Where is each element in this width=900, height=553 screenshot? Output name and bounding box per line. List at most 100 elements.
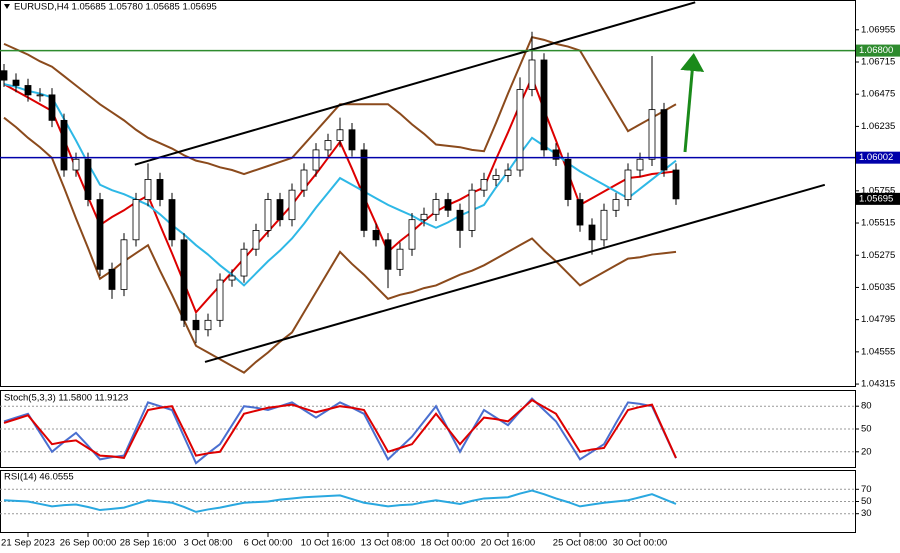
candle-body: [132, 199, 140, 241]
indicator-plot: [3, 397, 677, 465]
candle-body: [516, 89, 524, 171]
main-panel-frame: [0, 0, 856, 387]
oscillator-line: [3, 398, 677, 459]
candle-body: [180, 239, 188, 321]
up-arrow: [680, 53, 705, 153]
candle-body: [636, 158, 644, 171]
candle-body: [216, 279, 224, 321]
candle-body: [504, 169, 512, 176]
level-label-box: [856, 44, 900, 57]
x-tick-label: 21 Sep 2023: [1, 538, 55, 549]
x-tick-label: 3 Oct 08:00: [183, 538, 232, 549]
candle-body: [528, 59, 536, 90]
y-tick-label: 70: [861, 484, 872, 495]
y-tick-label: 1.04315: [861, 379, 895, 390]
y-tick-label: 30: [861, 508, 872, 519]
candle-body: [300, 169, 308, 191]
candle-body: [84, 158, 92, 200]
x-tick-label: 30 Oct 00:00: [613, 538, 667, 549]
candle-body: [324, 140, 332, 151]
candle-body: [276, 199, 284, 221]
y-tick-label: 1.04795: [861, 314, 895, 325]
x-tick-label: 26 Sep 00:00: [60, 538, 117, 549]
candle-body: [96, 199, 104, 270]
y-tick-label: 80: [861, 401, 872, 412]
candle-body: [600, 209, 608, 241]
candle-body: [480, 179, 488, 191]
indicator-plot: [3, 489, 677, 513]
candle-body: [396, 248, 404, 270]
x-tick-label: 13 Oct 08:00: [361, 538, 415, 549]
level-label: 1.06002: [859, 152, 893, 163]
level-label-box: [856, 151, 900, 164]
x-tick-label: 6 Oct 00:00: [243, 538, 292, 549]
candle-body: [468, 189, 476, 231]
candle-body: [456, 209, 464, 231]
rsi-title: RSI(14) 46.0555: [4, 472, 74, 483]
symbol-menu-icon: [4, 4, 10, 9]
candle-body: [540, 59, 548, 151]
oscillator-line: [3, 489, 677, 513]
y-tick-label: 1.04555: [861, 346, 895, 357]
x-tick-label: 10 Oct 16:00: [301, 538, 355, 549]
trend-line: [204, 183, 826, 363]
candle-body: [660, 109, 668, 171]
candle-body: [672, 169, 680, 200]
last-price-label: 1.05695: [859, 193, 893, 204]
last-price-box: [856, 192, 900, 205]
candle-body: [420, 213, 428, 221]
candle-body: [588, 224, 596, 241]
y-tick-label: 1.06955: [861, 24, 895, 35]
candle-body: [0, 70, 8, 81]
candle-body: [612, 199, 620, 211]
x-tick-label: 28 Sep 16:00: [120, 538, 177, 549]
candle-body: [624, 169, 632, 200]
y-tick-label: 20: [861, 446, 872, 457]
candle-body: [432, 199, 440, 215]
candle-body: [240, 248, 248, 277]
x-tick-label: 20 Oct 16:00: [481, 538, 535, 549]
candle-body: [108, 268, 116, 290]
candle-body: [336, 129, 344, 141]
candle-body: [60, 119, 68, 171]
candle-body: [492, 174, 500, 180]
price-plot: [0, 1, 826, 374]
candle-body: [360, 149, 368, 231]
candle-body: [24, 85, 32, 96]
y-tick-label: 50: [861, 496, 872, 507]
x-tick-label: 25 Oct 08:00: [553, 538, 607, 549]
y-tick-label: 50: [861, 424, 872, 435]
candle-body: [648, 109, 656, 160]
x-tick-label: 18 Oct 00:00: [421, 538, 475, 549]
y-tick-label: 1.05755: [861, 185, 895, 196]
candle-body: [444, 199, 452, 211]
candle-body: [312, 149, 320, 171]
candle-body: [12, 79, 20, 86]
candle-body: [552, 149, 560, 160]
candle-body: [252, 230, 260, 250]
candle-body: [372, 230, 380, 241]
candle-body: [192, 319, 200, 331]
candle-body: [36, 94, 44, 97]
candle-body: [156, 179, 164, 200]
candle-body: [408, 219, 416, 250]
y-tick-label: 1.05035: [861, 282, 895, 293]
candle-body: [72, 158, 80, 171]
y-tick-label: 1.05275: [861, 250, 895, 261]
candle-body: [564, 158, 572, 200]
candle-body: [288, 189, 296, 221]
y-tick-label: 1.06715: [861, 57, 895, 68]
candle-body: [204, 319, 212, 331]
y-tick-label: 1.06475: [861, 89, 895, 100]
y-tick-label: 1.06235: [861, 121, 895, 132]
candle-body: [168, 199, 176, 241]
stoch-title: Stoch(5,3,3) 11.5800 11.9123: [4, 393, 128, 404]
chart-title: EURUSD,H4 1.05685 1.05780 1.05685 1.0569…: [14, 2, 217, 13]
y-tick-label: 1.05515: [861, 218, 895, 229]
candle-body: [576, 199, 584, 226]
candle-body: [348, 129, 356, 151]
candle-body: [144, 179, 152, 200]
candle-body: [384, 239, 392, 270]
